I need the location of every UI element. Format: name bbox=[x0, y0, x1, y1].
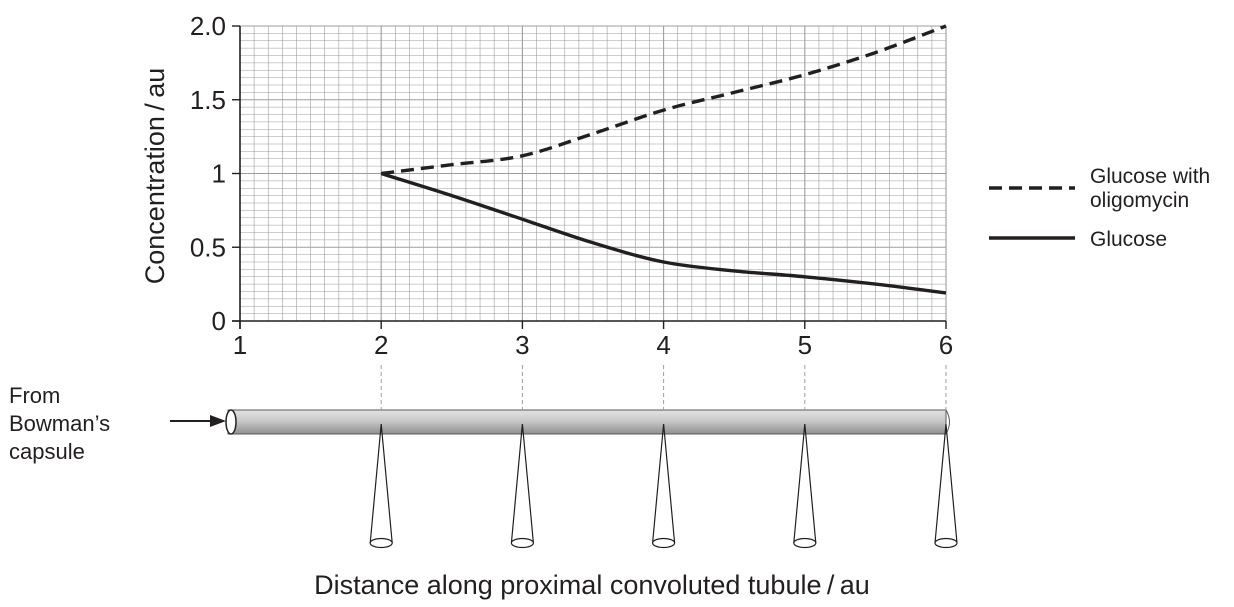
micropipette bbox=[369, 423, 393, 549]
tubule bbox=[225, 409, 950, 435]
tubule-diagram: From Bowman’s capsule bbox=[9, 365, 958, 549]
series-line-glucose-with-oligomycin bbox=[380, 24, 947, 176]
micropipette bbox=[510, 423, 535, 549]
x-tick-label: 4 bbox=[656, 330, 670, 360]
axes bbox=[232, 26, 946, 329]
y-tick-label: 2.0 bbox=[190, 11, 226, 41]
micropipette bbox=[651, 423, 676, 549]
x-tick-label: 2 bbox=[374, 330, 388, 360]
y-tick-label: 0.5 bbox=[190, 232, 226, 262]
y-tick-label: 1 bbox=[212, 159, 226, 189]
grid bbox=[240, 25, 947, 321]
plot-area: 1 2 3 4 5 6 0 0.5 1 1.5 2.0 bbox=[190, 11, 953, 360]
x-tick-label: 3 bbox=[515, 330, 529, 360]
x-axis-label: Distance along proximal convoluted tubul… bbox=[314, 570, 870, 600]
micropipette bbox=[793, 423, 817, 549]
inlet-arrow bbox=[170, 415, 226, 427]
x-tick-label: 5 bbox=[798, 330, 812, 360]
micropipette bbox=[934, 423, 958, 549]
y-tick-label: 0 bbox=[212, 306, 226, 336]
tick-labels: 1 2 3 4 5 6 0 0.5 1 1.5 2.0 bbox=[190, 11, 953, 360]
y-tick-label: 1.5 bbox=[190, 85, 226, 115]
x-tick-label: 1 bbox=[233, 330, 247, 360]
inlet-label-text: From Bowman’s capsule bbox=[9, 383, 110, 464]
legend-label: Glucose with oligomycin bbox=[1090, 165, 1210, 212]
inlet-label: From Bowman’s capsule bbox=[9, 383, 110, 464]
legend-label: Glucose bbox=[1090, 228, 1167, 251]
series-lines bbox=[380, 24, 947, 295]
sampling-pipettes bbox=[369, 365, 958, 549]
x-tick-label: 6 bbox=[939, 330, 953, 360]
legend: Glucose with oligomycin Glucose bbox=[989, 165, 1210, 251]
series-line-glucose bbox=[380, 171, 947, 295]
tubule-opening bbox=[225, 409, 237, 435]
y-axis-label: Concentration / au bbox=[140, 68, 170, 284]
